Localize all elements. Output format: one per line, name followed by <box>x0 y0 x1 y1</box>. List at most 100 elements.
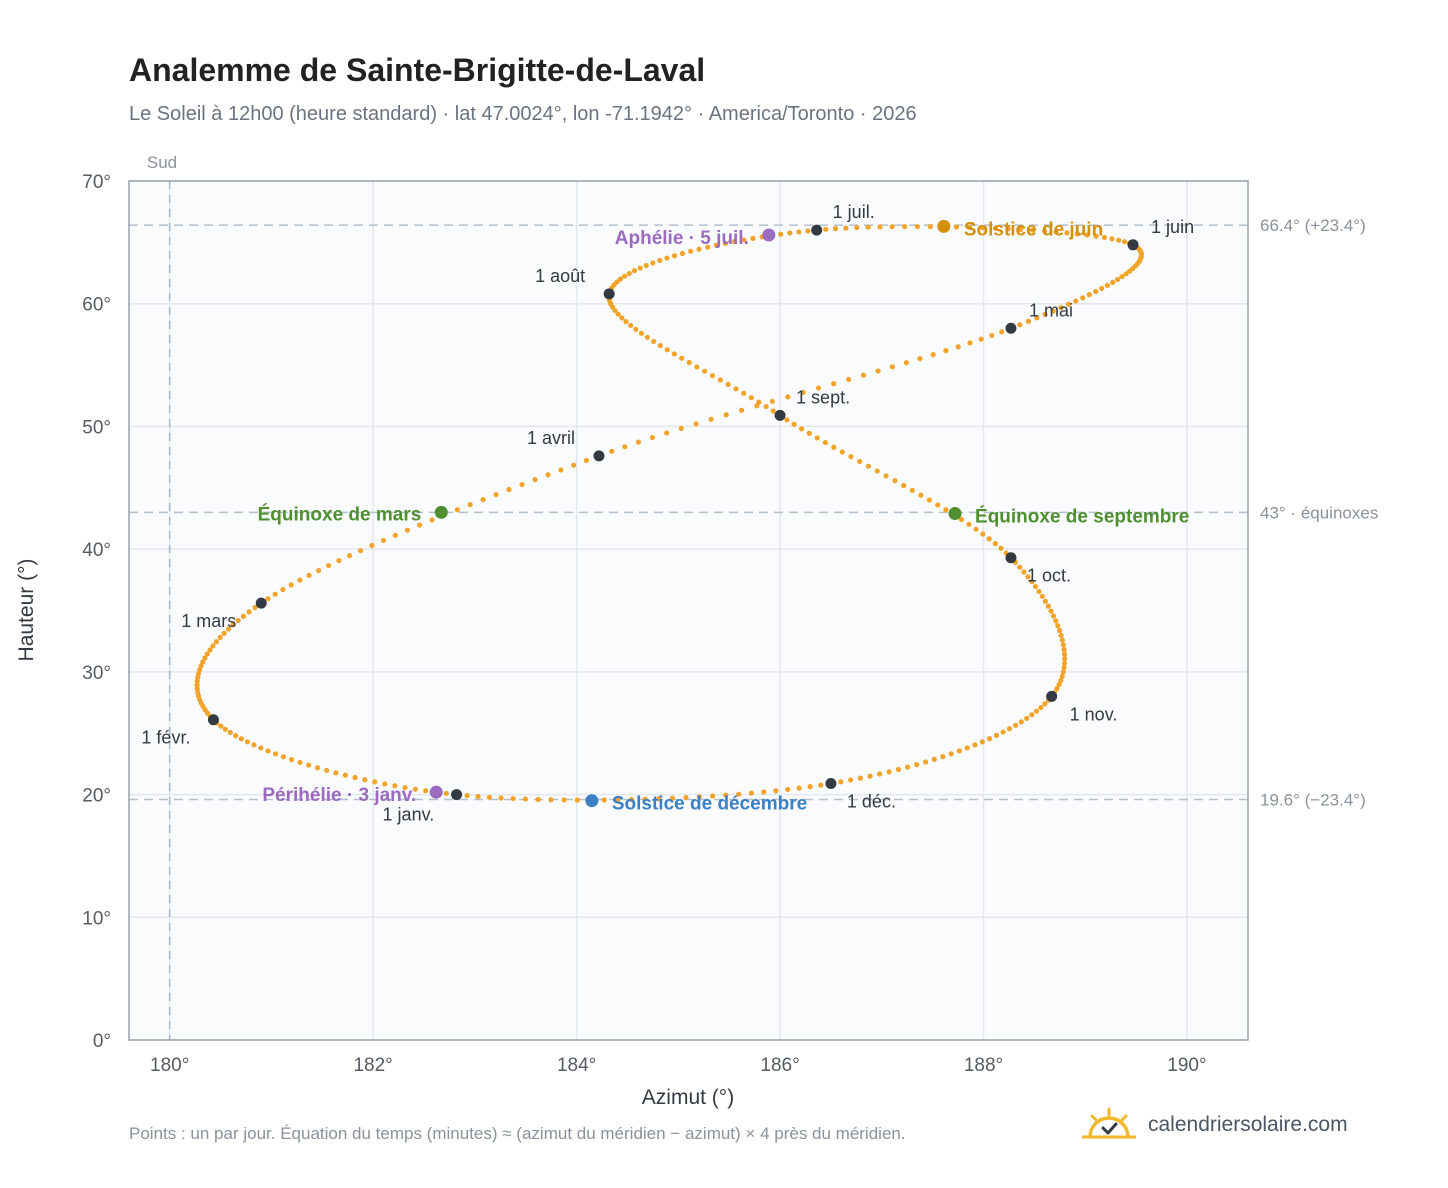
daily-sun-point <box>679 355 685 361</box>
daily-sun-point <box>382 781 388 787</box>
daily-sun-point <box>280 586 286 593</box>
y-axis-title: Hauteur (°) <box>15 559 38 662</box>
daily-sun-point <box>628 322 634 329</box>
daily-sun-point <box>839 449 845 455</box>
daily-sun-point <box>1073 298 1079 304</box>
daily-sun-point <box>623 319 629 325</box>
event-label: Aphélie · 5 juil. <box>615 228 749 249</box>
daily-sun-point <box>926 497 933 503</box>
daily-sun-point <box>232 733 239 739</box>
month-marker <box>1005 322 1017 334</box>
daily-sun-point <box>1053 618 1059 624</box>
daily-sun-point <box>709 372 716 379</box>
daily-sun-point <box>955 344 961 350</box>
daily-sun-point <box>622 444 628 450</box>
daily-sun-point <box>1050 308 1056 314</box>
daily-sun-point <box>956 748 962 754</box>
daily-sun-point <box>778 231 784 237</box>
brand[interactable]: calendriersolaire.com <box>1082 1100 1348 1150</box>
daily-sun-point <box>1053 229 1059 235</box>
event-label: Solstice de juin <box>964 219 1103 240</box>
daily-sun-point <box>545 472 551 478</box>
daily-sun-point <box>522 796 529 802</box>
daily-sun-point <box>1017 322 1023 328</box>
daily-sun-point <box>822 439 829 446</box>
daily-sun-point <box>558 467 564 473</box>
daily-sun-point <box>694 364 700 370</box>
daily-sun-point <box>1062 656 1068 662</box>
daily-sun-point <box>738 407 745 413</box>
daily-sun-point <box>194 678 200 684</box>
daily-sun-point <box>506 486 512 493</box>
daily-sun-point <box>306 762 312 768</box>
daily-sun-point <box>619 315 625 321</box>
daily-sun-point <box>1065 301 1072 307</box>
daily-sun-point <box>1045 603 1051 609</box>
daily-sun-point <box>1058 632 1064 638</box>
daily-sun-point <box>931 756 937 762</box>
daily-sun-point <box>966 224 973 230</box>
daily-sun-point <box>244 739 251 745</box>
y-tick-label: 20° <box>82 786 111 807</box>
daily-sun-point <box>664 255 670 261</box>
daily-sun-point <box>702 368 708 374</box>
daily-sun-point <box>392 532 398 538</box>
daily-sun-point <box>651 338 657 345</box>
daily-sun-point <box>475 793 481 800</box>
daily-sun-point <box>964 745 970 751</box>
daily-sun-point <box>901 482 907 489</box>
daily-sun-point <box>357 547 364 554</box>
daily-sun-point <box>1080 295 1086 301</box>
daily-sun-point <box>992 225 999 231</box>
daily-sun-point <box>210 643 216 649</box>
daily-sun-point <box>823 226 829 232</box>
daily-sun-point <box>857 775 863 781</box>
daily-sun-point <box>519 481 525 488</box>
daily-sun-point <box>306 572 312 578</box>
daily-sun-point <box>805 228 811 234</box>
daily-sun-point <box>815 385 822 391</box>
daily-sun-point <box>601 797 607 803</box>
daily-sun-point <box>1042 701 1048 707</box>
daily-sun-point <box>612 307 618 314</box>
x-tick-label: 180° <box>150 1055 189 1076</box>
daily-sun-point <box>886 769 892 775</box>
daily-sun-point <box>325 562 332 569</box>
daily-sun-point <box>1039 593 1045 599</box>
daily-sun-point <box>532 477 538 483</box>
daily-sun-point <box>1024 715 1030 721</box>
event-marker <box>937 219 951 233</box>
daily-sun-point <box>225 626 232 632</box>
daily-sun-point <box>198 663 204 669</box>
daily-sun-point <box>980 531 986 537</box>
daily-sun-point <box>583 457 590 464</box>
x-tick-label: 190° <box>1167 1055 1206 1076</box>
event-marker <box>434 505 448 519</box>
daily-sun-point <box>867 773 873 779</box>
month-label: 1 janv. <box>383 805 435 825</box>
daily-sun-point <box>1104 282 1110 288</box>
daily-sun-point <box>402 784 408 791</box>
daily-sun-point <box>1006 726 1013 732</box>
daily-sun-point <box>798 426 805 432</box>
daily-sun-point <box>889 224 895 230</box>
daily-sun-point <box>838 779 844 785</box>
month-label: 1 févr. <box>141 728 190 748</box>
meridian-label: Sud <box>147 153 177 172</box>
daily-sun-point <box>748 395 754 401</box>
daily-sun-point <box>1042 598 1048 604</box>
daily-sun-point <box>633 326 639 332</box>
daily-sun-point <box>848 454 854 460</box>
daily-sun-point <box>336 557 342 564</box>
daily-sun-point <box>626 270 632 277</box>
daily-sun-point <box>246 609 252 615</box>
reference-line-label: 19.6° (−23.4°) <box>1260 790 1366 809</box>
y-tick-label: 70° <box>82 172 111 193</box>
daily-sun-point <box>1025 318 1032 324</box>
daily-sun-point <box>895 766 902 773</box>
x-tick-label: 182° <box>353 1055 392 1076</box>
daily-sun-point <box>1060 669 1066 675</box>
daily-sun-point <box>966 521 972 527</box>
daily-sun-point <box>609 448 615 454</box>
daily-sun-point <box>644 334 650 340</box>
